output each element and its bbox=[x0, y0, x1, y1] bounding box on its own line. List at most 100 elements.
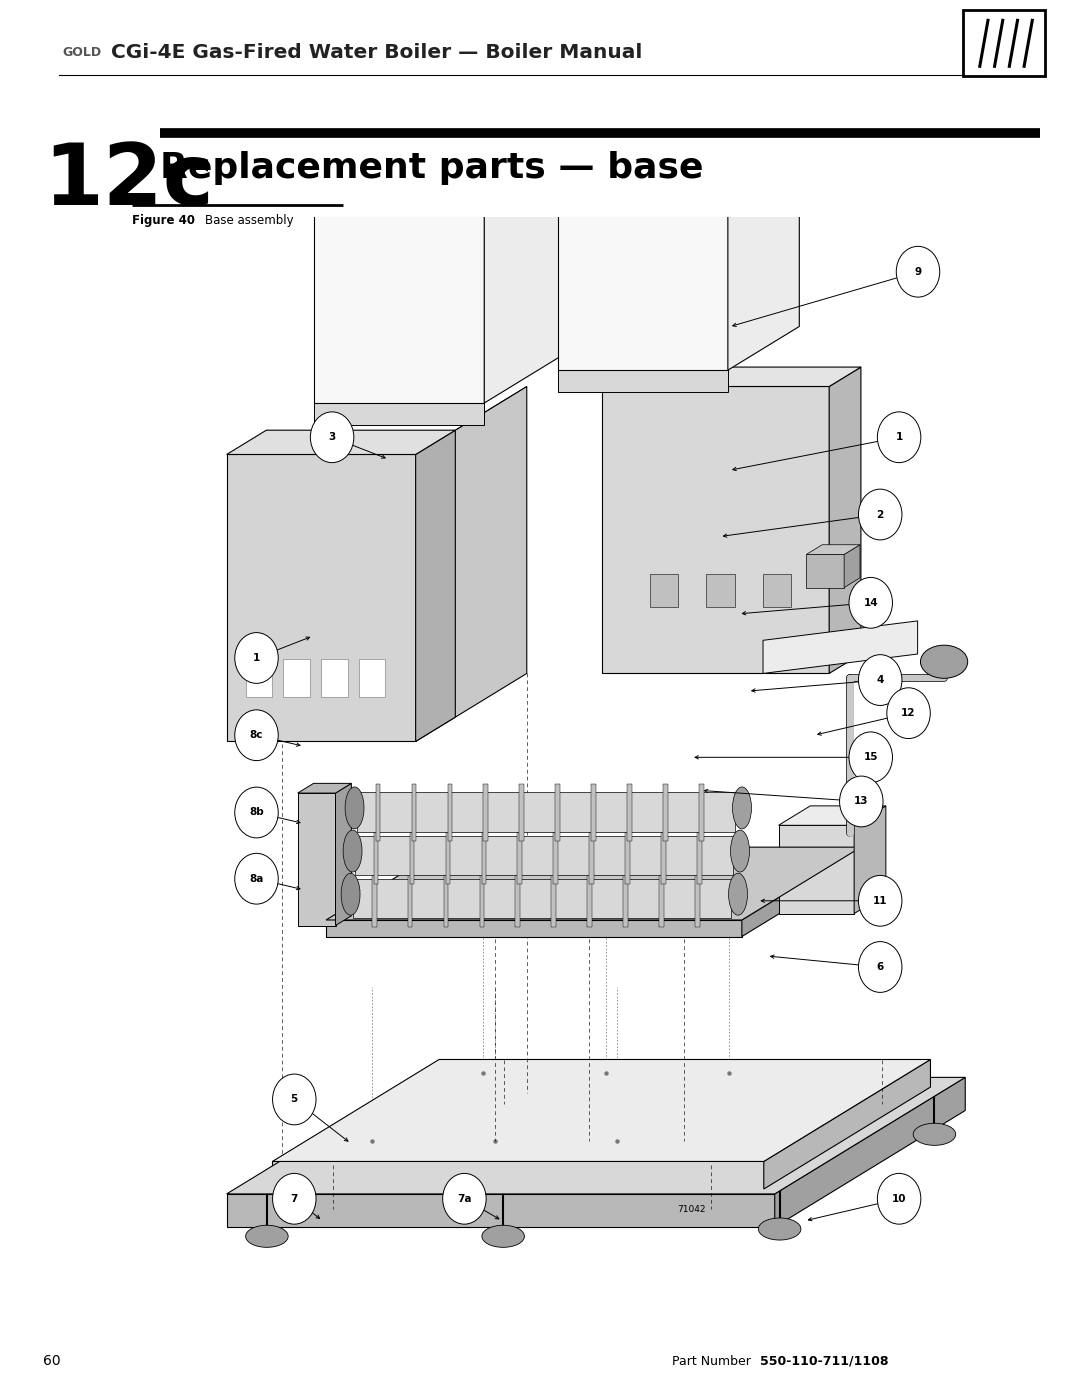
Text: GOLD: GOLD bbox=[63, 46, 102, 59]
Polygon shape bbox=[659, 870, 664, 928]
Polygon shape bbox=[484, 166, 564, 404]
Text: 1: 1 bbox=[895, 432, 903, 443]
Ellipse shape bbox=[732, 787, 752, 828]
Bar bbox=[706, 574, 734, 608]
Polygon shape bbox=[517, 827, 522, 884]
Polygon shape bbox=[408, 870, 413, 928]
Polygon shape bbox=[557, 149, 799, 194]
Polygon shape bbox=[326, 847, 861, 921]
Circle shape bbox=[887, 687, 930, 739]
Text: 10: 10 bbox=[892, 1194, 906, 1204]
Text: 2: 2 bbox=[877, 510, 883, 520]
Polygon shape bbox=[353, 879, 731, 918]
Polygon shape bbox=[416, 430, 456, 742]
Polygon shape bbox=[728, 149, 799, 370]
Text: Replacement parts — base: Replacement parts — base bbox=[160, 151, 703, 184]
Text: 7a: 7a bbox=[457, 1194, 472, 1204]
Polygon shape bbox=[447, 784, 453, 841]
Text: 13: 13 bbox=[854, 796, 868, 806]
Ellipse shape bbox=[914, 1123, 956, 1146]
Text: 8b: 8b bbox=[249, 807, 264, 817]
Polygon shape bbox=[298, 793, 336, 925]
Polygon shape bbox=[484, 784, 488, 841]
Bar bbox=[359, 658, 386, 697]
Text: 7: 7 bbox=[291, 1194, 298, 1204]
Polygon shape bbox=[336, 784, 351, 925]
Ellipse shape bbox=[758, 1218, 801, 1241]
Circle shape bbox=[877, 1173, 921, 1224]
Polygon shape bbox=[807, 555, 845, 588]
Polygon shape bbox=[326, 921, 742, 936]
Polygon shape bbox=[314, 398, 484, 425]
Polygon shape bbox=[854, 806, 886, 914]
Polygon shape bbox=[696, 870, 700, 928]
Polygon shape bbox=[742, 847, 861, 936]
Text: 550-110-711/1108: 550-110-711/1108 bbox=[760, 1355, 889, 1368]
Text: 5: 5 bbox=[291, 1094, 298, 1105]
Polygon shape bbox=[591, 784, 596, 841]
Circle shape bbox=[272, 1173, 316, 1224]
Polygon shape bbox=[353, 890, 745, 898]
Polygon shape bbox=[627, 784, 632, 841]
Polygon shape bbox=[227, 430, 456, 454]
Circle shape bbox=[234, 633, 279, 683]
Polygon shape bbox=[482, 827, 486, 884]
Circle shape bbox=[849, 577, 892, 629]
Polygon shape bbox=[356, 792, 734, 833]
Polygon shape bbox=[416, 387, 527, 454]
Ellipse shape bbox=[346, 787, 364, 828]
Circle shape bbox=[272, 1074, 316, 1125]
Polygon shape bbox=[374, 827, 378, 884]
Text: Figure 40: Figure 40 bbox=[132, 214, 194, 226]
Text: Part Number: Part Number bbox=[672, 1355, 755, 1368]
Polygon shape bbox=[227, 1077, 966, 1194]
Polygon shape bbox=[416, 387, 527, 742]
Text: 15: 15 bbox=[864, 753, 878, 763]
Polygon shape bbox=[557, 194, 728, 370]
Polygon shape bbox=[829, 367, 861, 673]
Polygon shape bbox=[699, 784, 704, 841]
Polygon shape bbox=[764, 620, 918, 673]
Circle shape bbox=[859, 942, 902, 992]
Polygon shape bbox=[779, 806, 886, 826]
Circle shape bbox=[234, 710, 279, 760]
Ellipse shape bbox=[341, 873, 360, 915]
Text: Base assembly: Base assembly bbox=[205, 214, 294, 226]
Polygon shape bbox=[227, 454, 416, 742]
Polygon shape bbox=[845, 545, 860, 588]
Polygon shape bbox=[697, 827, 702, 884]
Polygon shape bbox=[764, 1059, 931, 1189]
Polygon shape bbox=[272, 1161, 764, 1189]
Polygon shape bbox=[661, 827, 665, 884]
Polygon shape bbox=[553, 827, 558, 884]
Polygon shape bbox=[444, 870, 448, 928]
Text: 14: 14 bbox=[863, 598, 878, 608]
Polygon shape bbox=[663, 784, 667, 841]
Circle shape bbox=[839, 777, 883, 827]
Bar bbox=[963, 11, 1045, 77]
Polygon shape bbox=[603, 367, 861, 387]
Polygon shape bbox=[588, 870, 592, 928]
Bar bbox=[283, 658, 310, 697]
Polygon shape bbox=[515, 870, 521, 928]
Ellipse shape bbox=[343, 830, 362, 872]
Text: 4: 4 bbox=[877, 675, 883, 685]
Text: 6: 6 bbox=[877, 963, 883, 972]
Circle shape bbox=[310, 412, 354, 462]
Circle shape bbox=[234, 787, 279, 838]
Polygon shape bbox=[409, 827, 415, 884]
Ellipse shape bbox=[729, 873, 747, 915]
Polygon shape bbox=[227, 1194, 774, 1227]
Text: 12c: 12c bbox=[43, 140, 214, 222]
Polygon shape bbox=[590, 827, 594, 884]
Circle shape bbox=[234, 854, 279, 904]
Polygon shape bbox=[774, 1077, 966, 1227]
Polygon shape bbox=[603, 387, 829, 673]
Polygon shape bbox=[356, 803, 750, 812]
Text: 8c: 8c bbox=[249, 731, 264, 740]
Text: 11: 11 bbox=[873, 895, 888, 905]
Polygon shape bbox=[355, 847, 747, 855]
Bar bbox=[321, 658, 348, 697]
Ellipse shape bbox=[422, 1123, 464, 1146]
Text: 1: 1 bbox=[253, 652, 260, 664]
